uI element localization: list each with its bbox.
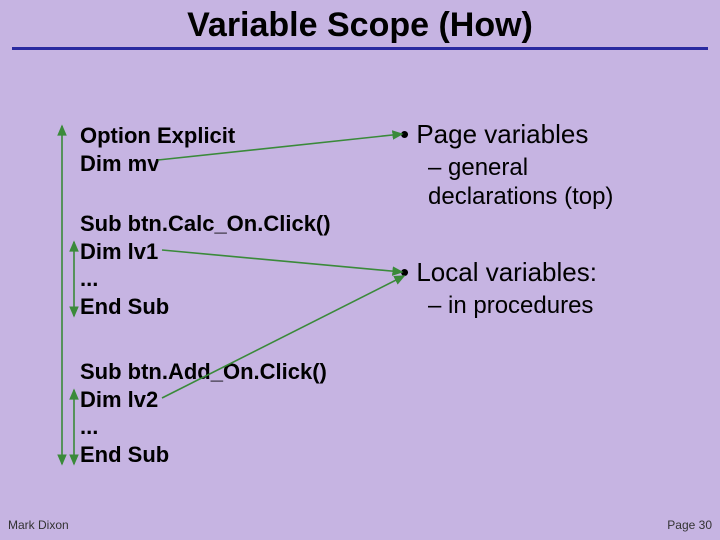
bullet-main: • Local variables: — [400, 258, 597, 288]
code-line: Dim lv2 — [80, 386, 327, 414]
code-block-sub-add: Sub btn.Add_On.Click() Dim lv2 ... End S… — [80, 358, 327, 468]
footer-author: Mark Dixon — [8, 518, 69, 532]
code-line: Sub btn.Add_On.Click() — [80, 358, 327, 386]
bullet-sub: – in procedures — [428, 292, 597, 321]
code-block-module-decl: Option Explicit Dim mv — [80, 122, 235, 177]
code-line: Sub btn.Calc_On.Click() — [80, 210, 331, 238]
code-line: ... — [80, 265, 331, 293]
bullet-page-variables: • Page variables – general declarations … — [400, 120, 613, 211]
code-line: ... — [80, 413, 327, 441]
content-area: Option Explicit Dim mv Sub btn.Calc_On.C… — [0, 50, 720, 490]
footer-page-number: Page 30 — [667, 518, 712, 532]
bullet-sub: declarations (top) — [428, 183, 613, 212]
bullet-local-variables: • Local variables: – in procedures — [400, 258, 597, 321]
code-line: Option Explicit — [80, 122, 235, 150]
code-line: End Sub — [80, 293, 331, 321]
bullet-sub: – general — [428, 154, 613, 183]
page-title: Variable Scope (How) — [0, 0, 720, 47]
bullet-main: • Page variables — [400, 120, 613, 150]
code-line: Dim mv — [80, 150, 235, 178]
code-line: Dim lv1 — [80, 238, 331, 266]
slide: Variable Scope (How) Option Explicit Dim… — [0, 0, 720, 540]
code-block-sub-calc: Sub btn.Calc_On.Click() Dim lv1 ... End … — [80, 210, 331, 320]
code-line: End Sub — [80, 441, 327, 469]
